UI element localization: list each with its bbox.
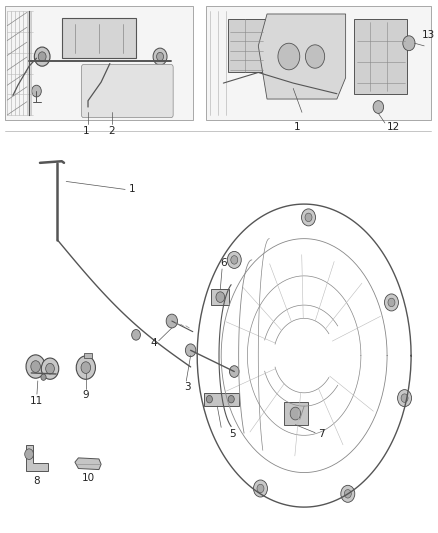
Circle shape xyxy=(25,449,33,459)
Circle shape xyxy=(46,364,54,374)
Circle shape xyxy=(41,374,46,381)
Circle shape xyxy=(153,48,167,65)
Circle shape xyxy=(305,213,312,222)
Circle shape xyxy=(385,294,399,311)
Text: 5: 5 xyxy=(229,429,235,439)
Circle shape xyxy=(230,366,239,377)
Circle shape xyxy=(156,52,163,61)
Circle shape xyxy=(278,43,300,70)
Circle shape xyxy=(166,314,177,328)
Text: 9: 9 xyxy=(82,390,89,400)
Circle shape xyxy=(34,47,50,66)
Bar xyxy=(354,19,407,94)
Circle shape xyxy=(227,252,241,269)
Circle shape xyxy=(132,329,141,340)
Circle shape xyxy=(344,490,351,498)
Circle shape xyxy=(254,480,268,497)
Text: 7: 7 xyxy=(318,429,325,439)
Circle shape xyxy=(403,36,415,51)
Bar xyxy=(211,289,230,305)
Text: 13: 13 xyxy=(422,30,435,41)
Bar xyxy=(62,18,136,58)
Circle shape xyxy=(84,102,92,112)
Circle shape xyxy=(31,361,40,373)
Circle shape xyxy=(26,355,45,378)
Polygon shape xyxy=(26,445,48,471)
Circle shape xyxy=(81,362,91,374)
Circle shape xyxy=(398,390,412,407)
Bar xyxy=(284,402,307,425)
Circle shape xyxy=(185,344,196,357)
Circle shape xyxy=(401,394,408,402)
Text: 1: 1 xyxy=(129,184,136,195)
Circle shape xyxy=(76,356,95,379)
Text: 2: 2 xyxy=(109,126,115,136)
Text: 11: 11 xyxy=(30,395,43,406)
Circle shape xyxy=(301,209,315,226)
Circle shape xyxy=(388,298,395,306)
Text: 1: 1 xyxy=(82,126,89,136)
Circle shape xyxy=(290,407,300,420)
Text: 3: 3 xyxy=(184,383,191,392)
Polygon shape xyxy=(75,458,101,470)
Circle shape xyxy=(216,292,225,302)
Circle shape xyxy=(305,45,325,68)
Circle shape xyxy=(38,52,46,61)
Circle shape xyxy=(341,486,355,502)
Circle shape xyxy=(41,358,59,379)
Text: 8: 8 xyxy=(34,476,40,486)
Bar xyxy=(206,6,431,120)
Text: 10: 10 xyxy=(81,473,95,483)
Polygon shape xyxy=(258,14,346,99)
Circle shape xyxy=(32,85,41,97)
Circle shape xyxy=(206,395,212,403)
Bar xyxy=(84,353,92,358)
FancyBboxPatch shape xyxy=(81,64,173,118)
Bar xyxy=(228,19,265,72)
Text: 1: 1 xyxy=(294,122,301,132)
Text: 12: 12 xyxy=(387,122,400,132)
Text: 6: 6 xyxy=(220,257,227,268)
Circle shape xyxy=(373,101,384,114)
Bar xyxy=(204,393,239,406)
Text: 4: 4 xyxy=(150,338,157,348)
Circle shape xyxy=(228,395,234,403)
Bar xyxy=(5,6,193,120)
Circle shape xyxy=(257,484,264,492)
Circle shape xyxy=(231,256,238,264)
